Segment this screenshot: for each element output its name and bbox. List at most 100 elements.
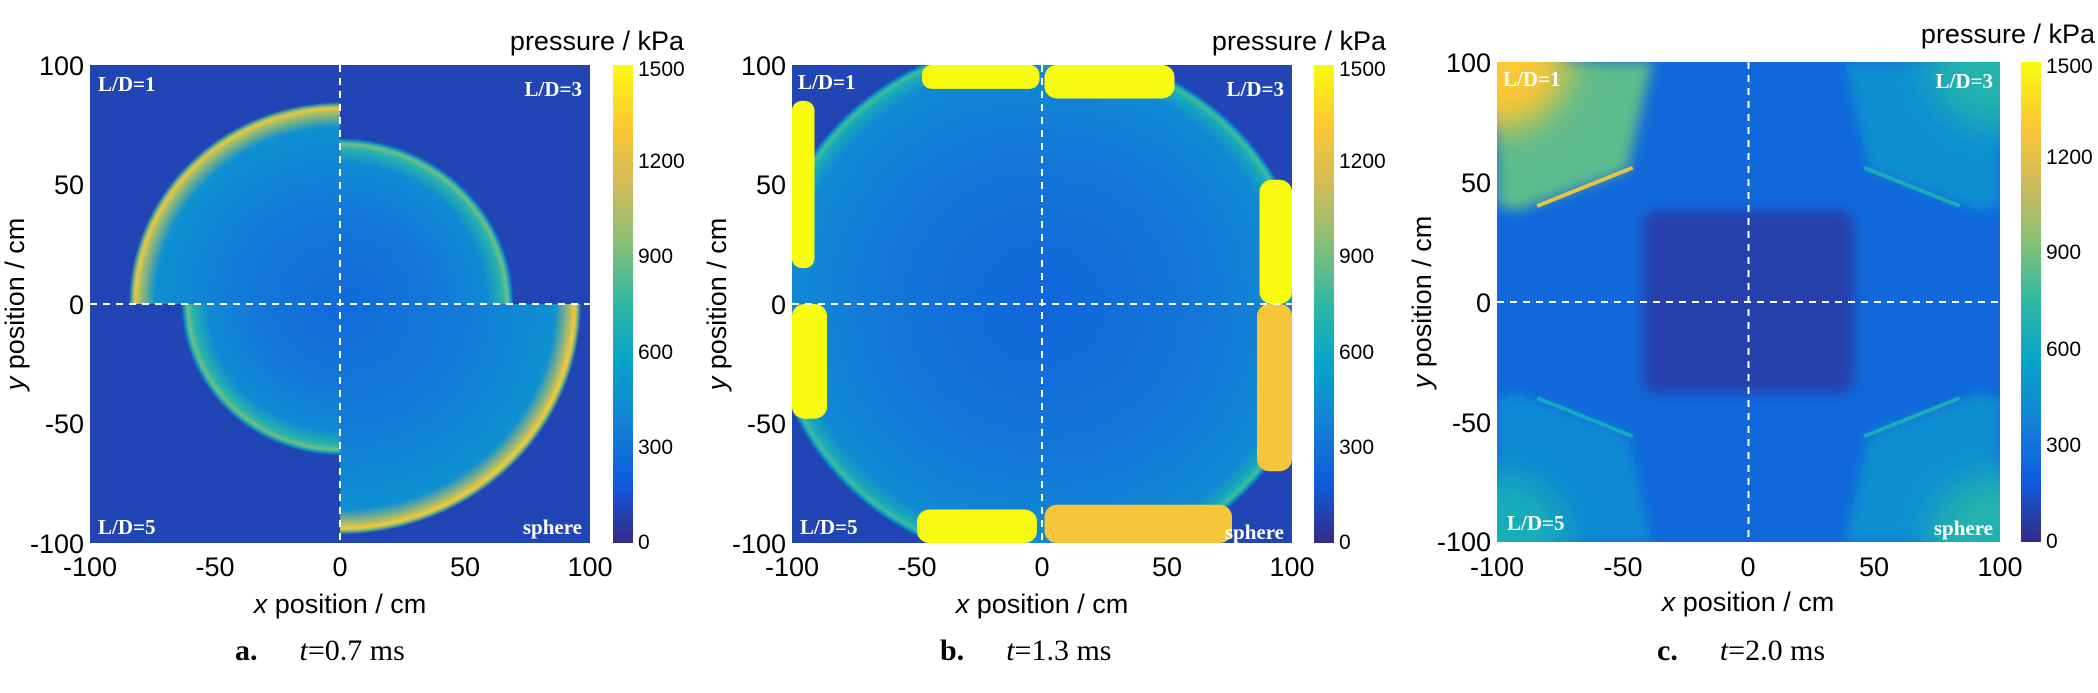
panel-c: L/D=1 L/D=3 L/D=5 sphere -100 -50 0 50 1… <box>1407 19 2096 667</box>
y-tick-a-2: 0 <box>69 290 84 320</box>
wall-reflection-top-left <box>922 65 1040 89</box>
x-axis-b: -100 -50 0 50 100 x position / cm <box>765 552 1315 619</box>
blast-front-top-left <box>792 65 1042 304</box>
reflection-front-top-right <box>1863 165 1961 208</box>
reflection-front-top-left <box>1536 165 1634 208</box>
wall-reflection-bottom-right <box>1044 504 1232 543</box>
colorbar-c: pressure / kPa 1500 1200 900 600 300 0 <box>1921 19 2096 553</box>
corner-reflection-top-left <box>1497 62 1568 130</box>
cbar-tick-b-0: 0 <box>1339 531 1351 554</box>
x-tick-b-0: -100 <box>765 552 819 582</box>
x-tick-b-1: -50 <box>897 552 936 582</box>
x-tick-a-2: 0 <box>332 552 347 582</box>
x-tick-a-4: 100 <box>567 552 612 582</box>
wall-reflection-top-right <box>1044 65 1175 99</box>
caption-b: b. t=1.3 ms <box>940 634 1111 667</box>
quad-label-bl-a: L/D=5 <box>98 515 155 539</box>
caption-a: a. t=0.7 ms <box>235 634 405 667</box>
y-tick-a-0: -100 <box>30 529 84 559</box>
quad-label-tl-b: L/D=1 <box>798 70 855 94</box>
quad-label-tr-b: L/D=3 <box>1227 77 1284 101</box>
y-tick-b-4: 100 <box>741 51 786 81</box>
y-tick-c-1: -50 <box>1452 408 1491 438</box>
x-tick-b-2: 0 <box>1034 552 1049 582</box>
quad-label-bl-c: L/D=5 <box>1507 511 1564 535</box>
cbar-tick-a-3: 900 <box>638 245 673 268</box>
reflection-front-bottom-right <box>1863 396 1961 439</box>
x-tick-c-1: -50 <box>1603 552 1642 582</box>
x-tick-c-2: 0 <box>1740 552 1755 582</box>
wall-reflection-left-bottom <box>792 304 827 419</box>
caption-c: c. t=2.0 ms <box>1657 634 1825 667</box>
y-axis-label-c: y position / cm <box>1407 216 1437 391</box>
cbar-tick-c-1: 300 <box>2046 434 2081 457</box>
wall-reflection-right-top <box>1259 179 1292 304</box>
cbar-tick-a-4: 1200 <box>638 150 685 173</box>
colorbar-title-b: pressure / kPa <box>1212 26 1387 56</box>
cbar-tick-a-5: 1500 <box>638 58 685 81</box>
x-tick-a-3: 50 <box>450 552 480 582</box>
cbar-tick-c-3: 900 <box>2046 241 2081 264</box>
blast-front-bottom-right <box>1042 304 1292 543</box>
x-axis-label-c: x position / cm <box>1660 587 1835 617</box>
quad-label-tr-c: L/D=3 <box>1936 69 1993 93</box>
blast-front-top-right <box>1042 65 1292 304</box>
cbar-tick-b-4: 1200 <box>1339 150 1386 173</box>
y-axis-label-a: y position / cm <box>0 218 30 393</box>
x-tick-a-0: -100 <box>63 552 117 582</box>
blast-front-bottom-right <box>340 304 590 543</box>
cbar-tick-a-1: 300 <box>638 436 673 459</box>
x-tick-c-3: 50 <box>1859 552 1889 582</box>
colorbar-b-bar <box>1314 65 1334 543</box>
x-axis-label-a: x position / cm <box>252 589 427 619</box>
colorbar-title-a: pressure / kPa <box>510 26 685 56</box>
cbar-tick-c-4: 1200 <box>2046 146 2093 169</box>
quad-label-tl-a: L/D=1 <box>98 72 155 96</box>
cbar-tick-b-2: 600 <box>1339 341 1374 364</box>
y-tick-a-4: 100 <box>39 51 84 81</box>
y-tick-c-0: -100 <box>1437 527 1491 557</box>
quad-label-tl-c: L/D=1 <box>1503 67 1560 91</box>
y-axis-label-b: y position / cm <box>702 218 732 393</box>
y-tick-b-0: -100 <box>732 529 786 559</box>
blast-front-bottom-left <box>792 304 1042 543</box>
cbar-tick-c-2: 600 <box>2046 338 2081 361</box>
wall-reflection-left-top <box>792 100 815 269</box>
panel-b: L/D=1 L/D=3 L/D=5 sphere -100 -50 0 50 1… <box>702 26 1387 667</box>
blast-front-bottom-left <box>90 304 340 543</box>
x-axis-a: -100 -50 0 50 100 x position / cm <box>63 552 613 619</box>
cbar-tick-c-5: 1500 <box>2046 55 2093 78</box>
corner-reflection-bottom-left <box>1497 474 1568 542</box>
x-tick-b-4: 100 <box>1269 552 1314 582</box>
x-tick-b-3: 50 <box>1152 552 1182 582</box>
blast-front-top-right <box>340 65 590 304</box>
y-tick-b-3: 50 <box>756 170 786 200</box>
reflection-front-bottom-left <box>1536 396 1634 439</box>
y-axis-b: 100 50 0 -50 -100 y position / cm <box>702 51 786 559</box>
quad-label-br-a: sphere <box>523 515 582 539</box>
colorbar-title-c: pressure / kPa <box>1921 19 2096 49</box>
cbar-tick-a-0: 0 <box>638 531 650 554</box>
cbar-tick-a-2: 600 <box>638 341 673 364</box>
wall-reflection-right-bottom <box>1257 304 1292 472</box>
y-tick-a-3: 50 <box>54 170 84 200</box>
cbar-tick-b-3: 900 <box>1339 245 1374 268</box>
x-tick-c-4: 100 <box>1977 552 2022 582</box>
quad-label-br-b: sphere <box>1225 520 1284 544</box>
colorbar-a: pressure / kPa 1500 1200 900 600 300 0 <box>510 26 685 554</box>
panel-a: L/D=1 L/D=3 L/D=5 sphere -100 -50 0 50 1… <box>0 26 685 667</box>
corner-reflection-top-right <box>1929 62 2000 130</box>
y-tick-c-2: 0 <box>1476 288 1491 318</box>
x-tick-c-0: -100 <box>1470 552 1524 582</box>
x-axis-label-b: x position / cm <box>954 589 1129 619</box>
y-tick-b-1: -50 <box>747 409 786 439</box>
blast-front-top-left <box>90 65 340 304</box>
y-tick-c-4: 100 <box>1446 48 1491 78</box>
x-axis-c: -100 -50 0 50 100 x position / cm <box>1470 552 2023 617</box>
y-tick-c-3: 50 <box>1461 168 1491 198</box>
wall-reflection-bottom-left <box>917 509 1037 543</box>
y-axis-a: 100 50 0 -50 -100 y position / cm <box>0 51 84 559</box>
colorbar-a-bar <box>613 65 633 543</box>
cbar-tick-b-1: 300 <box>1339 436 1374 459</box>
